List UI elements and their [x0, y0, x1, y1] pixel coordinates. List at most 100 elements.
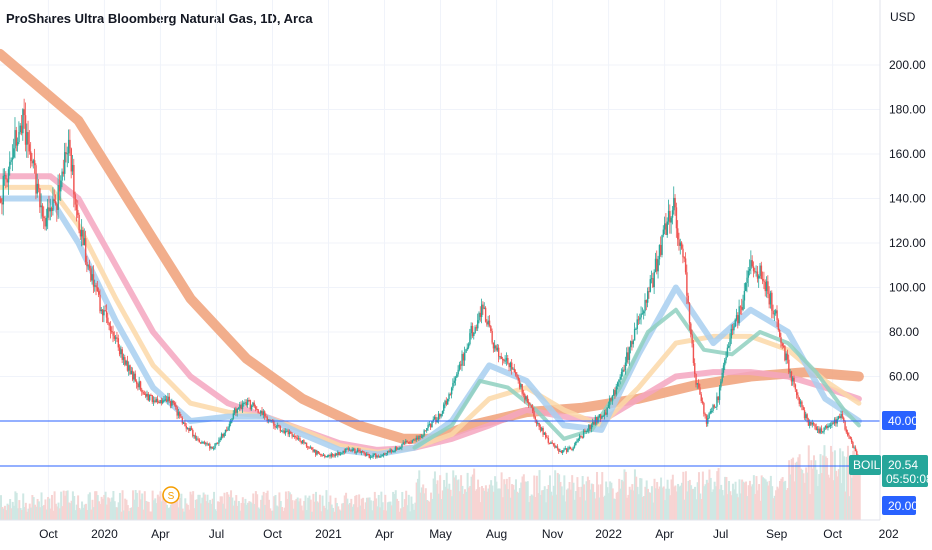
volume-bar [611, 488, 614, 520]
candle-body [124, 357, 126, 365]
volume-bar [11, 501, 14, 520]
candle-body [377, 455, 380, 457]
volume-bar [56, 506, 59, 520]
candle-body [815, 426, 818, 431]
volume-bar [298, 501, 301, 520]
volume-bar [670, 479, 673, 520]
candle-body [401, 444, 403, 448]
candle-body [288, 431, 291, 435]
volume-bar [701, 471, 704, 520]
volume-bar [782, 481, 785, 520]
candle-body [333, 455, 335, 457]
volume-bar [305, 510, 308, 520]
candle-body [690, 323, 692, 335]
candle-body [5, 175, 7, 180]
volume-bar [551, 495, 554, 520]
candle-body [624, 362, 627, 371]
candle-body [111, 331, 113, 333]
candle-body [398, 448, 401, 450]
x-tick-label: Jul [209, 527, 224, 541]
volume-bar [730, 495, 733, 520]
volume-bar [801, 469, 804, 520]
candle-body [2, 175, 5, 205]
candle-body [522, 393, 525, 395]
candle-body [511, 362, 513, 370]
candle-body [760, 265, 763, 279]
candle-body [28, 144, 31, 152]
volume-bar [552, 485, 555, 520]
volume-bar [339, 510, 342, 520]
volume-bar [219, 496, 222, 520]
candle-body [345, 448, 347, 453]
volume-bar [771, 486, 774, 520]
candle-body [737, 315, 739, 324]
candle-body [392, 451, 394, 453]
y-tick-label: 80.00 [889, 325, 919, 339]
candle-body [83, 238, 86, 246]
candle-body [603, 412, 606, 416]
candle-body [853, 447, 855, 449]
volume-bar [172, 496, 175, 520]
volume-bar [393, 493, 396, 520]
volume-bar [99, 503, 102, 520]
volume-bar [270, 510, 273, 520]
volume-bar [440, 499, 443, 520]
candle-body [627, 352, 629, 360]
candle-body [405, 440, 407, 443]
volume-bar [28, 503, 31, 520]
candle-body [202, 441, 204, 443]
candle-body [125, 360, 127, 365]
time-axis[interactable]: Oct 2020 Apr Jul Oct 2021 Apr May Aug Nov 2022 Apr J… [0, 519, 899, 550]
dividend-marker[interactable]: S [162, 486, 180, 504]
candle-body [534, 416, 536, 420]
candle-body [220, 433, 223, 439]
candle-body [143, 393, 146, 395]
candle-body [764, 281, 767, 292]
candle-body [585, 430, 587, 432]
volume-bar [365, 497, 368, 520]
candle-body [363, 451, 365, 454]
volume-bar [796, 461, 799, 520]
candle-body [95, 285, 97, 288]
candle-body [819, 428, 821, 434]
volume-bar [751, 484, 754, 520]
volume-bar [534, 496, 537, 520]
volume-bar [113, 501, 116, 520]
volume-bar [226, 492, 229, 520]
candle-body [852, 441, 854, 448]
candle-body [453, 380, 455, 384]
volume-bar [266, 490, 269, 520]
volume-bar [216, 501, 219, 520]
candle-body [623, 369, 625, 371]
volume-bar [81, 501, 84, 520]
volume-bar [65, 490, 68, 520]
candle-body [156, 398, 159, 403]
volume-bar [156, 494, 159, 520]
candle-body [694, 363, 696, 374]
candle-body [724, 360, 726, 366]
candle-body [180, 416, 182, 418]
volume-bar [605, 481, 608, 520]
candle-body [300, 441, 303, 444]
horizontal-lines[interactable] [0, 420, 880, 467]
volume-bar [364, 502, 367, 520]
volume-bar [792, 457, 795, 520]
candle-body [48, 207, 50, 212]
candle-body [849, 436, 851, 439]
volume-bar [579, 497, 582, 520]
candle-body [809, 422, 811, 426]
candle-body [13, 148, 15, 158]
moving-average-ribbons [0, 48, 864, 458]
candle-body [211, 446, 214, 449]
candle-body [687, 295, 689, 304]
candle-body [754, 271, 756, 273]
volume-bar [714, 486, 717, 520]
x-tick-label: Apr [151, 527, 170, 541]
candle-body [495, 345, 497, 351]
dividend-icon[interactable] [162, 486, 180, 504]
candle-body [747, 270, 750, 278]
volume-bar [822, 455, 825, 520]
candle-body [39, 188, 41, 208]
volume-bar [729, 491, 732, 520]
